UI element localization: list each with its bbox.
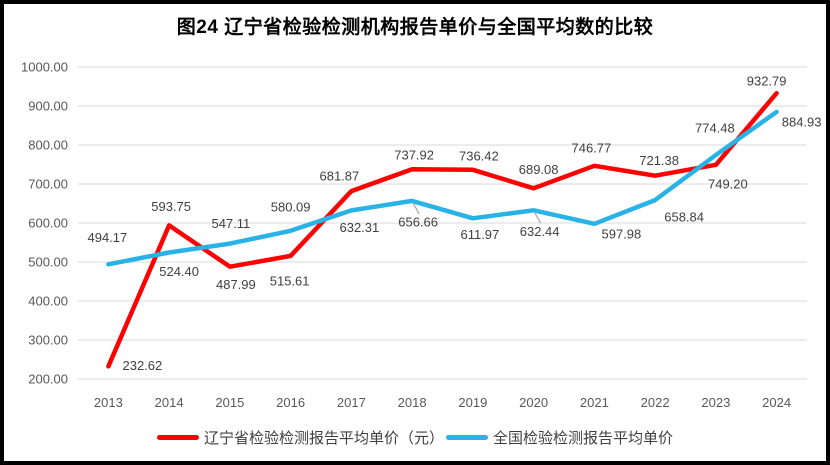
x-axis-tick-label: 2023 bbox=[701, 395, 730, 410]
y-axis-tick-label: 600.00 bbox=[28, 216, 68, 231]
data-label-national: 632.44 bbox=[520, 224, 560, 239]
legend-swatch-national-icon bbox=[446, 434, 488, 440]
legend-label-national: 全国检验检测报告平均单价 bbox=[493, 429, 674, 447]
x-axis-tick-label: 2016 bbox=[276, 395, 305, 410]
data-label-national: 774.48 bbox=[695, 120, 735, 135]
legend-label-liaoning: 辽宁省检验检测报告平均单价（元） bbox=[203, 429, 444, 447]
legend-item-national: 全国检验检测报告平均单价 bbox=[446, 427, 673, 448]
data-label-national: 658.84 bbox=[664, 210, 704, 225]
data-label-national: 611.97 bbox=[460, 227, 499, 242]
data-label-leader-line bbox=[534, 212, 542, 224]
y-axis-tick-label: 1000.00 bbox=[21, 60, 68, 75]
y-axis-tick-label: 200.00 bbox=[28, 372, 68, 387]
y-axis-tick-label: 300.00 bbox=[28, 333, 68, 348]
data-label-national: 656.66 bbox=[398, 214, 438, 229]
data-label-liaoning: 487.99 bbox=[216, 277, 256, 292]
series-line-national bbox=[106, 109, 779, 267]
plot-area: 1000.00 900.00 800.00 700.00 600.00 500.00 400… bbox=[21, 60, 822, 411]
data-label-national: 547.11 bbox=[211, 216, 250, 231]
data-label-liaoning: 232.62 bbox=[122, 358, 162, 373]
y-axis-tick-label: 800.00 bbox=[28, 138, 68, 153]
x-axis-tick-label: 2022 bbox=[641, 395, 670, 410]
x-axis-tick-label: 2024 bbox=[762, 395, 791, 410]
x-axis-tick-label: 2018 bbox=[398, 395, 427, 410]
legend-item-liaoning: 辽宁省检验检测报告平均单价（元） bbox=[156, 427, 444, 448]
data-label-leader-line bbox=[412, 202, 420, 215]
y-axis-tick-label: 700.00 bbox=[28, 177, 68, 192]
data-label-liaoning: 737.92 bbox=[394, 148, 434, 163]
legend-swatch-liaoning-icon bbox=[156, 434, 199, 440]
y-axis-tick-label: 500.00 bbox=[28, 255, 68, 270]
data-label-national: 524.40 bbox=[159, 264, 199, 279]
x-axis-tick-label: 2020 bbox=[519, 395, 548, 410]
y-axis-tick-label: 400.00 bbox=[28, 294, 68, 309]
x-axis-tick-label: 2019 bbox=[458, 395, 487, 410]
data-label-liaoning: 749.20 bbox=[708, 176, 748, 191]
y-axis-tick-label: 900.00 bbox=[28, 99, 68, 114]
data-label-liaoning: 689.08 bbox=[519, 162, 559, 177]
data-label-liaoning: 932.79 bbox=[747, 74, 787, 89]
x-axis-tick-label: 2014 bbox=[155, 395, 184, 410]
x-axis-tick-label: 2021 bbox=[580, 395, 609, 410]
data-label-national: 884.93 bbox=[782, 114, 822, 129]
legend: 辽宁省检验检测报告平均单价（元） 全国检验检测报告平均单价 bbox=[4, 427, 826, 447]
x-axis-tick-label: 2015 bbox=[215, 395, 244, 410]
data-label-national: 597.98 bbox=[601, 226, 641, 241]
data-label-national: 580.09 bbox=[271, 199, 311, 214]
data-label-liaoning: 736.42 bbox=[459, 148, 499, 163]
data-label-national: 494.17 bbox=[87, 230, 127, 245]
series-line-liaoning bbox=[106, 90, 779, 369]
data-label-liaoning: 721.38 bbox=[639, 153, 679, 168]
data-label-liaoning: 515.61 bbox=[270, 273, 310, 288]
data-label-liaoning: 746.77 bbox=[571, 140, 611, 155]
data-label-liaoning: 593.75 bbox=[151, 199, 191, 214]
data-label-liaoning: 681.87 bbox=[319, 169, 359, 184]
x-axis-tick-label: 2013 bbox=[94, 395, 123, 410]
data-label-national: 632.31 bbox=[339, 220, 379, 235]
chart-title: 图24 辽宁省检验检测机构报告单价与全国平均数的比较 bbox=[176, 17, 654, 38]
x-axis-tick-label: 2017 bbox=[337, 395, 366, 410]
